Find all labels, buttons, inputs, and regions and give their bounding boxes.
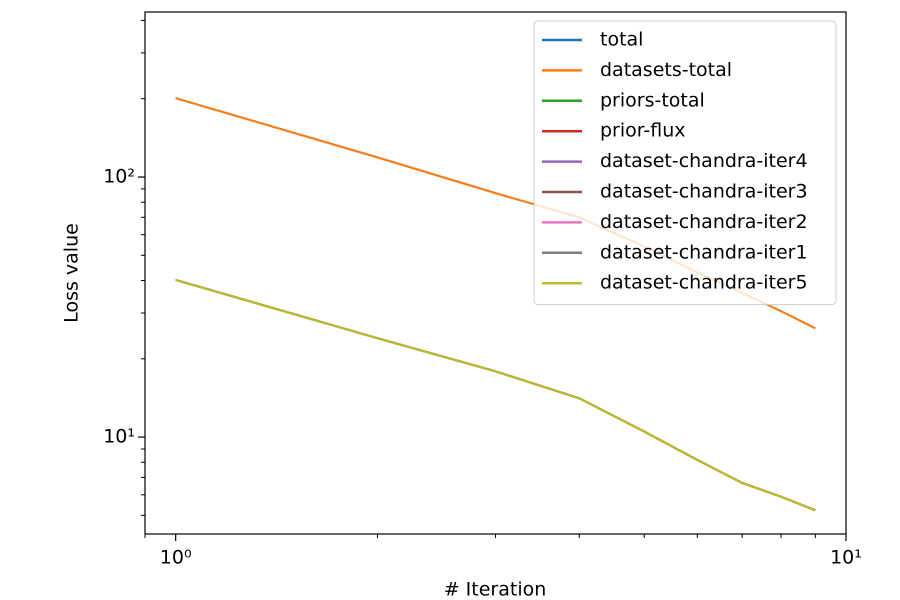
legend-label: dataset-chandra-iter1 bbox=[600, 241, 808, 263]
x-axis-label: # Iteration bbox=[444, 579, 547, 600]
y-tick-label: 10² bbox=[103, 166, 135, 188]
legend-label: prior-flux bbox=[600, 120, 685, 142]
x-tick-label: 10⁰ bbox=[160, 547, 192, 569]
legend-label: dataset-chandra-iter3 bbox=[600, 181, 808, 203]
legend-label: dataset-chandra-iter5 bbox=[600, 272, 808, 294]
y-tick-label: 10¹ bbox=[103, 426, 135, 448]
legend-label: dataset-chandra-iter4 bbox=[600, 150, 808, 172]
legend-label: total bbox=[600, 29, 643, 51]
x-tick-label: 10¹ bbox=[830, 547, 862, 569]
y-axis-label: Loss value bbox=[61, 223, 83, 323]
legend-box bbox=[533, 20, 837, 306]
legend-label: priors-total bbox=[600, 89, 705, 111]
legend-label: datasets-total bbox=[600, 59, 732, 81]
series-line bbox=[175, 278, 816, 512]
legend-label: dataset-chandra-iter2 bbox=[600, 211, 808, 233]
